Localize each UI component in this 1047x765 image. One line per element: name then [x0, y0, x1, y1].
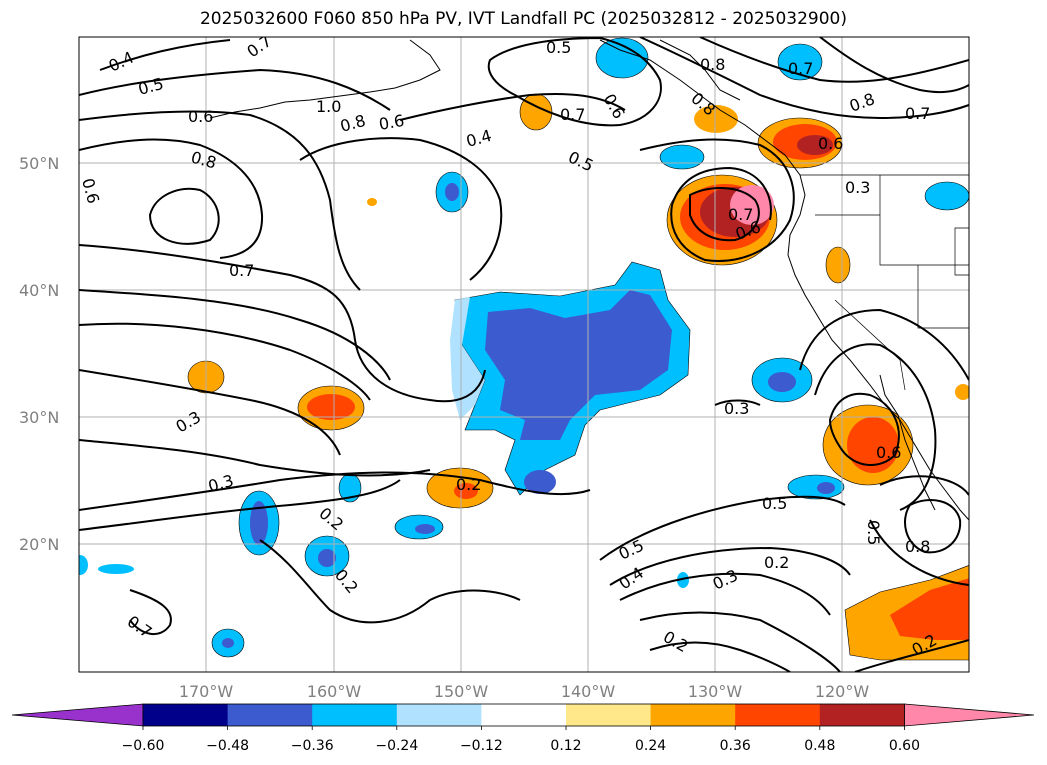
lon-label-170w: 170°W [179, 682, 234, 701]
colorbar-segment [819, 704, 905, 726]
lon-label-150w: 150°W [434, 682, 489, 701]
lon-label-160w: 160°W [307, 682, 362, 701]
lat-label-50n: 50°N [19, 154, 59, 173]
lon-label-140w: 140°W [561, 682, 616, 701]
lat-label-20n: 20°N [19, 535, 59, 554]
colorbar-tick-label: 0.48 [804, 738, 835, 754]
map-frame [78, 36, 970, 673]
lon-label-120w: 120°W [815, 682, 870, 701]
colorbar-extend-max [904, 703, 1035, 727]
colorbar-tick-label: 0.60 [889, 738, 920, 754]
blue-feature [318, 549, 336, 567]
contour-label: 0.3 [845, 178, 870, 197]
contour-label: 0.8 [700, 55, 725, 74]
blue-feature [98, 564, 134, 574]
blue-feature [79, 555, 88, 575]
positive-pv-region [367, 198, 377, 206]
colorbar-tick-label: −0.12 [460, 738, 503, 754]
blue-feature [445, 183, 459, 201]
contour-label: 0.2 [456, 475, 481, 494]
colorbar-segment [481, 704, 567, 726]
lat-label-30n: 30°N [19, 408, 59, 427]
map-title: 2025032600 F060 850 hPa PV, IVT Landfall… [199, 9, 847, 29]
colorbar-segment [566, 704, 652, 726]
coastlines [209, 39, 969, 521]
contour-label: 0.7 [229, 261, 254, 280]
contour-label: 0.5 [864, 520, 883, 545]
contour-label: 0.5 [546, 38, 571, 57]
positive-pv-region [454, 483, 478, 499]
colorbar-tick-label: −0.48 [206, 738, 249, 754]
colorbar-segment [227, 704, 313, 726]
contour-label: 0.8 [905, 537, 930, 556]
colorbar-segment [650, 704, 736, 726]
lon-label-130w: 130°W [688, 682, 743, 701]
blue-feature [415, 524, 435, 534]
positive-pv-region [797, 135, 833, 155]
positive-pv-region [890, 578, 969, 640]
blue-feature [924, 181, 969, 211]
colorbar-tick-label: −0.36 [291, 738, 334, 754]
positive-pv-region [825, 246, 851, 284]
contour-label: 0.5 [762, 494, 787, 513]
contour-label: 0.6 [377, 111, 405, 134]
contour-label: 0.7 [788, 59, 813, 78]
longitude-labels: 170°W 160°W 150°W 140°W 130°W 120°W [179, 682, 870, 701]
blue-feature [524, 470, 556, 494]
contour-label: 0.6 [188, 107, 213, 126]
contour-label: 0.7 [560, 105, 585, 124]
negative-pv-core [485, 290, 672, 440]
colorbar-segment [143, 704, 229, 726]
blue-feature [222, 638, 234, 648]
colorbar-tick-label: −0.60 [122, 738, 165, 754]
gridlines [79, 37, 969, 672]
blue-feature [768, 372, 796, 392]
positive-pv-region [730, 185, 774, 225]
contour-label: 0.6 [876, 443, 901, 462]
colorbar-tick-label: 0.24 [635, 738, 666, 754]
colorbar-extend-min [11, 703, 144, 727]
contour-label: 0.7 [905, 104, 930, 123]
contour-label: 0.6 [818, 134, 843, 153]
contour-label: 0.2 [764, 553, 789, 572]
colorbar-segment [312, 704, 398, 726]
latitude-labels: 50°N 40°N 30°N 20°N [19, 154, 59, 554]
blue-feature [787, 474, 845, 500]
blue-feature [817, 482, 835, 494]
positive-pv-region [847, 417, 899, 473]
colorbar-tick-label: 0.12 [550, 738, 581, 754]
lat-label-40n: 40°N [19, 281, 59, 300]
positive-pv-region [307, 394, 355, 420]
contour-label: 1.0 [316, 97, 341, 116]
colorbar-segment [396, 704, 482, 726]
blue-feature [677, 572, 689, 588]
blue-feature [250, 501, 268, 545]
positive-pv-region [955, 384, 969, 400]
contour-label: 0.3 [724, 399, 749, 418]
colorbar-segment [735, 704, 821, 726]
contour-label: 0.7 [728, 205, 753, 224]
pv-contours [79, 37, 969, 672]
blue-feature [659, 144, 705, 170]
positive-pv-region [694, 105, 738, 133]
blue-feature [595, 37, 649, 79]
colorbar-tick-label: 0.36 [720, 738, 751, 754]
colorbar-tick-label: −0.24 [375, 738, 418, 754]
colorbar: −0.60 −0.48 −0.36 −0.24 −0.12 0.12 0.24 0.36 0.4… [11, 703, 1035, 754]
colorbar-outline [142, 703, 905, 727]
